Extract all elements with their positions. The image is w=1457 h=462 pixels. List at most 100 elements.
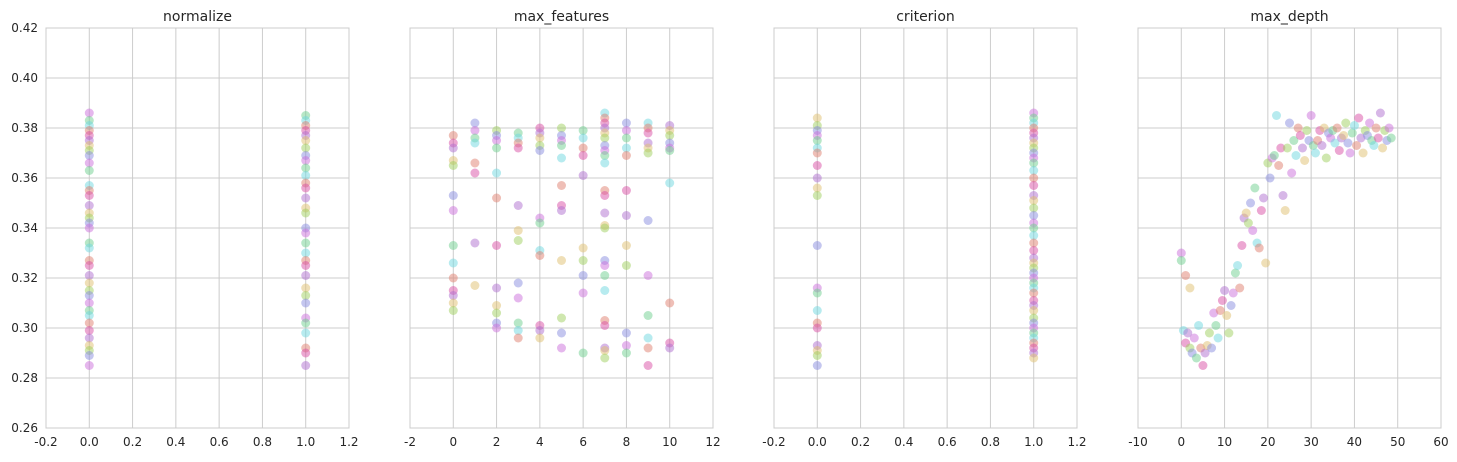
data-point (600, 158, 610, 168)
data-point (1259, 193, 1269, 203)
data-point (643, 216, 653, 225)
data-point (1339, 131, 1349, 140)
data-point (535, 133, 545, 143)
data-point (812, 361, 822, 370)
data-point (470, 281, 480, 290)
points-group (812, 108, 1039, 370)
data-point (492, 193, 502, 203)
data-point (301, 228, 311, 238)
data-point (492, 323, 502, 333)
data-point (600, 191, 610, 200)
data-point (513, 143, 523, 153)
data-point (513, 236, 523, 245)
data-point (448, 161, 458, 170)
data-point (1233, 261, 1243, 270)
data-point (1347, 128, 1357, 138)
data-point (1183, 328, 1193, 338)
data-point (513, 278, 523, 288)
data-point (301, 183, 311, 193)
data-point (1345, 148, 1355, 158)
data-point (448, 258, 458, 268)
data-point (1278, 191, 1288, 200)
data-point (557, 181, 566, 190)
data-point (513, 333, 523, 343)
x-tick-label: 2 (493, 435, 501, 449)
data-point (84, 151, 94, 160)
data-point (600, 271, 610, 280)
data-point (1230, 268, 1240, 278)
data-point (621, 348, 631, 358)
data-point (1276, 143, 1286, 153)
data-point (600, 286, 610, 295)
data-point (578, 171, 588, 180)
data-point (513, 226, 523, 235)
data-point (448, 241, 458, 250)
data-point (448, 191, 458, 200)
y-tick-label: 0.40 (11, 71, 38, 85)
y-tick-label: 0.32 (11, 271, 38, 285)
data-point (513, 318, 523, 328)
data-point (1354, 113, 1364, 123)
data-point (600, 151, 610, 160)
data-point (643, 343, 653, 353)
data-point (1181, 271, 1191, 280)
data-point (1241, 208, 1251, 218)
subplot-title: normalize (163, 9, 232, 25)
data-point (1237, 241, 1247, 250)
data-point (1373, 133, 1383, 143)
data-point (1029, 238, 1039, 248)
data-point (301, 318, 311, 328)
data-point (1291, 151, 1301, 160)
data-point (470, 126, 480, 135)
data-point (578, 288, 588, 298)
x-tick-label: 1.2 (339, 435, 358, 449)
data-point (448, 306, 458, 315)
x-tick-label: 20 (1260, 435, 1275, 449)
data-point (557, 141, 566, 150)
data-point (470, 158, 480, 168)
data-point (643, 271, 653, 280)
data-point (1386, 133, 1396, 143)
data-point (1029, 211, 1039, 220)
data-point (1306, 111, 1316, 120)
x-tick-label: 30 (1304, 435, 1319, 449)
data-point (600, 321, 610, 330)
data-point (1213, 333, 1223, 343)
subplot-title: max_features (514, 9, 609, 25)
data-point (665, 146, 675, 155)
data-point (470, 238, 480, 248)
data-point (812, 351, 822, 360)
data-point (1217, 296, 1227, 305)
data-point (1272, 111, 1282, 120)
data-point (621, 261, 631, 270)
data-point (557, 206, 566, 215)
data-point (84, 243, 94, 253)
y-tick-label: 0.42 (11, 21, 38, 35)
data-point (84, 333, 94, 343)
data-point (535, 146, 545, 155)
data-point (1289, 136, 1299, 145)
data-point (1371, 123, 1381, 133)
data-point (812, 161, 822, 170)
x-tick-label: 0.6 (938, 435, 957, 449)
data-point (492, 301, 502, 310)
data-point (1204, 328, 1214, 338)
data-point (1029, 246, 1039, 255)
data-point (1317, 141, 1327, 150)
data-point (1302, 126, 1312, 135)
data-point (600, 223, 610, 233)
subplot-0: -0.2 0.0 0.2 0.4 0.6 0.8 1.0 1.2 0.26 0.28 0.30 0.3… (11, 9, 358, 449)
data-point (492, 308, 502, 318)
x-tick-label: -0.2 (34, 435, 57, 449)
data-point (1198, 361, 1208, 370)
data-point (621, 143, 631, 153)
data-point (578, 348, 588, 358)
subplot-title: max_depth (1250, 9, 1328, 25)
x-tick-label: -0.2 (762, 435, 785, 449)
data-point (1334, 146, 1344, 155)
data-point (643, 128, 653, 138)
x-tick-label: 0.4 (894, 435, 913, 449)
data-point (812, 191, 822, 200)
data-point (1321, 153, 1331, 163)
